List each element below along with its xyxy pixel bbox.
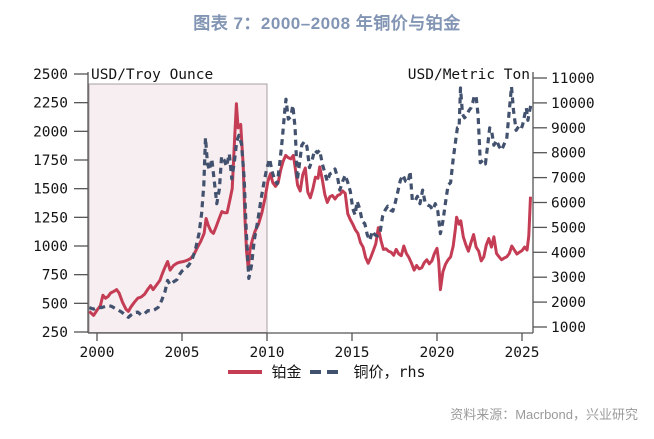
y-left-tick-label: 2000: [33, 124, 68, 140]
x-tick-label: 2000: [80, 345, 115, 361]
y-left-tick-label: 1500: [33, 182, 68, 198]
highlight-region-2000-2010: [88, 83, 268, 333]
y-left-tick-label: 750: [42, 268, 68, 284]
y-left-tick-label: 500: [42, 296, 68, 312]
y-right-tick-label: 6000: [551, 196, 586, 212]
y-left-tick-label: 250: [42, 325, 68, 341]
x-tick-label: 2025: [505, 345, 540, 361]
y-right-tick-label: 8000: [551, 146, 586, 162]
source-note: 资料来源：Macrbond，兴业研究: [450, 407, 638, 422]
x-tick-label: 2005: [165, 345, 200, 361]
y-right-tick-label: 4000: [551, 245, 586, 261]
y-right-tick-label: 9000: [551, 121, 586, 137]
y-left-tick-label: 1750: [33, 153, 68, 169]
y-left-tick-label: 2500: [33, 67, 68, 83]
y-left-tick-label: 1250: [33, 210, 68, 226]
x-tick-label: 2020: [420, 345, 455, 361]
y-right-tick-label: 5000: [551, 220, 586, 236]
y-right-tick-label: 7000: [551, 171, 586, 187]
y-right-tick-label: 10000: [551, 96, 595, 112]
right-axis-unit-label: USD/Metric Ton: [408, 67, 530, 83]
y-right-tick-label: 1000: [551, 320, 586, 336]
y-left-tick-label: 2250: [33, 96, 68, 112]
left-axis-unit-label: USD/Troy Ounce: [91, 67, 213, 83]
platinum-legend-swatch: [228, 370, 263, 374]
copper-legend-label: 铜价，rhs: [353, 363, 426, 381]
x-tick-label: 2015: [335, 345, 370, 361]
platinum-line: [88, 102, 532, 317]
copper-line: [88, 85, 533, 319]
y-right-tick-label: 2000: [551, 295, 586, 311]
y-left-tick-label: 1000: [33, 239, 68, 255]
platinum-legend-label: 铂金: [271, 363, 302, 381]
y-right-tick-label: 3000: [551, 270, 586, 286]
y-right-tick-label: 11000: [551, 71, 595, 87]
copper-legend-swatch: [310, 370, 345, 374]
chart-title: 图表 7：2000–2008 年铜价与铂金: [193, 14, 461, 33]
legend: 铂金 铜价，rhs: [0, 363, 654, 381]
x-tick-label: 2010: [250, 345, 285, 361]
